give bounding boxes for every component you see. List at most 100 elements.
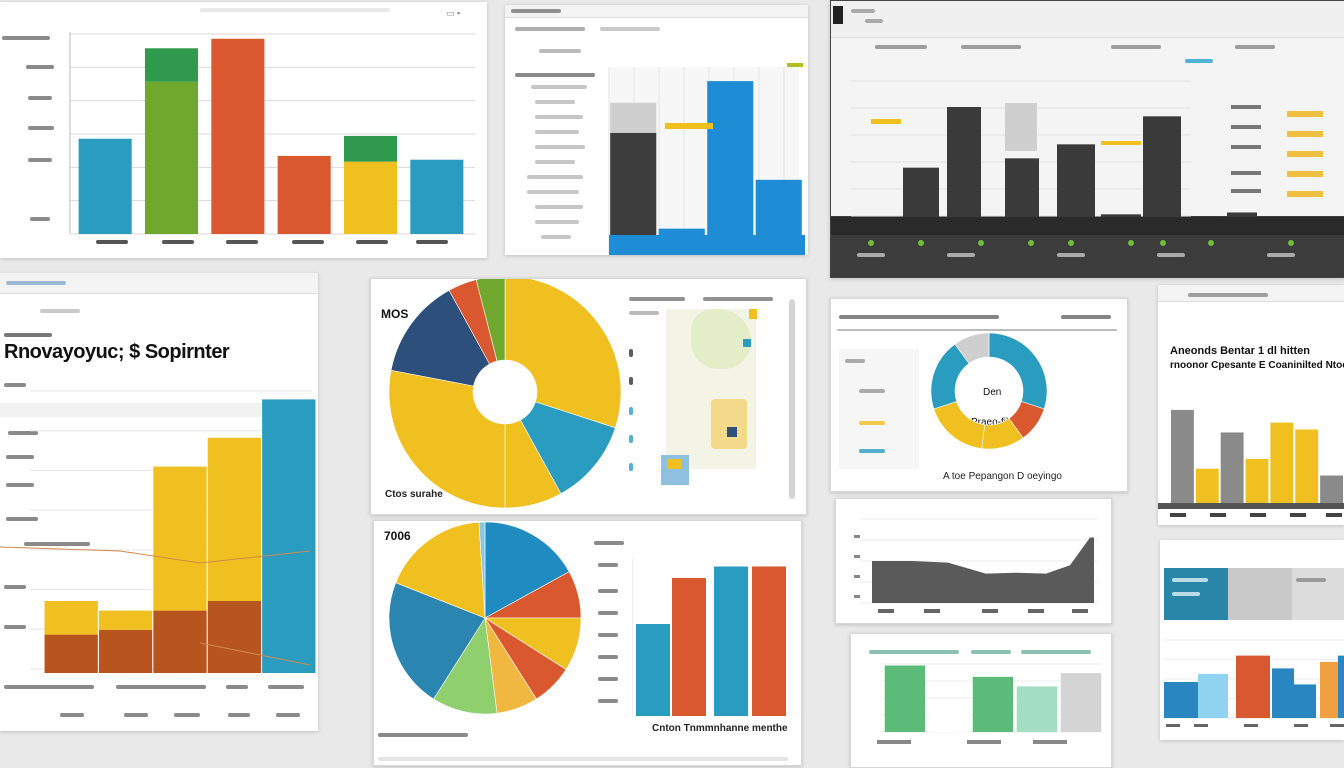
pie-slice (478, 521, 486, 619)
bar (98, 610, 153, 630)
annotation-marker (1101, 141, 1141, 145)
chart-panel-8: Aneonds Bentar 1 dl hitten rnoonor Cpesa… (1158, 285, 1344, 525)
pie-slice (954, 332, 990, 364)
marker-dot (1028, 240, 1034, 246)
x-tick-label (1057, 253, 1085, 257)
donut-center-label: Den (983, 387, 1002, 398)
donut-chart (930, 332, 1048, 450)
pie-caption: Ctos surahe (385, 489, 443, 500)
bar (947, 107, 981, 233)
x-tick-label (1157, 253, 1185, 257)
marker-dot (1160, 240, 1166, 246)
bar (44, 601, 98, 635)
chart-panel-10 (835, 498, 1112, 624)
bar-chart-2 (608, 63, 805, 255)
bar (98, 629, 153, 673)
x-tick-label (1170, 513, 1186, 517)
legend-item (1287, 191, 1323, 197)
pie-slice (395, 521, 486, 619)
x-tick-label (1330, 724, 1344, 727)
legend-item (1287, 131, 1323, 137)
bar (153, 466, 207, 611)
baseline-band (609, 235, 805, 255)
x-tick-label (1210, 513, 1226, 517)
legend-label (1231, 125, 1261, 129)
trend-line (0, 546, 311, 564)
bar-chart-12 (1164, 639, 1344, 727)
bar (207, 601, 262, 673)
bar-chart-1 (69, 32, 475, 244)
legend-label (1231, 171, 1261, 175)
marker-dot (1128, 240, 1134, 246)
panel-title: Rnovayoyuc; $ Sopirnter (4, 341, 230, 363)
x-tick-label (947, 253, 975, 257)
area-series (872, 537, 1094, 603)
pie-label: MOS (381, 307, 409, 321)
pie-slice (504, 279, 622, 429)
chart-panel-2 (505, 5, 808, 255)
x-tick-label (226, 240, 258, 244)
x-tick-label (416, 240, 448, 244)
stacked-bar-chart (0, 390, 316, 673)
scrollbar[interactable] (789, 299, 795, 499)
bar (78, 138, 132, 234)
window-controls-icon[interactable]: ▭ ▪ (446, 8, 461, 18)
chart-panel-4: Rnovayoyuc; $ Sopirnter (0, 273, 318, 731)
bar (636, 624, 670, 716)
pie-slice (484, 521, 570, 619)
x-tick-label (356, 240, 388, 244)
chart-panel-6: 7006 Cnton Tnmmnhanne menthe (373, 520, 802, 766)
x-tick-label (1194, 724, 1208, 727)
x-tick-label (1072, 609, 1088, 613)
chart-panel-3 (830, 0, 1344, 278)
x-tick-label (1250, 513, 1266, 517)
bar (714, 566, 748, 716)
bar (884, 665, 926, 732)
x-tick-label (1244, 724, 1258, 727)
x-tick-label (292, 240, 324, 244)
pie-slice (475, 279, 506, 362)
app-icon (833, 6, 843, 24)
bar-chart-8 (1158, 409, 1344, 517)
bar (1060, 673, 1102, 732)
y-tick-label (854, 535, 860, 538)
x-tick-label (162, 240, 194, 244)
donut-center-value: Praeo-fil (971, 417, 1009, 428)
x-tick-label (878, 609, 894, 613)
bar (1320, 662, 1340, 718)
bar (211, 38, 265, 235)
x-tick-label (96, 240, 128, 244)
bar (1143, 116, 1181, 233)
bar-chart-3 (831, 80, 1344, 257)
pie-slice (388, 582, 486, 700)
bar (1170, 409, 1194, 503)
bar (1338, 655, 1344, 718)
x-tick-label (982, 609, 998, 613)
marker-dot (1208, 240, 1214, 246)
bar (707, 81, 754, 255)
bar (610, 132, 657, 255)
bar (972, 676, 1014, 732)
x-tick-label (1028, 609, 1044, 613)
legend-label (1231, 145, 1261, 149)
pie-slice (388, 369, 506, 509)
bar (343, 135, 398, 162)
bar (144, 81, 199, 234)
marker-dot (1288, 240, 1294, 246)
chart-panel-7: A toe Pepangon D oeyingo Den Praeo-fil (830, 298, 1128, 492)
x-tick-label (1033, 740, 1067, 744)
legend-marker (787, 63, 803, 67)
donut-caption: A toe Pepangon D oeyingo (943, 471, 1062, 482)
bar (672, 578, 706, 716)
trend-line (199, 642, 311, 666)
bar-chart-9 (632, 558, 786, 718)
x-tick-label (1290, 513, 1306, 517)
bar (1245, 458, 1269, 503)
y-tick-label (854, 555, 860, 558)
pie-caption-2: Cnton Tnmmnhanne menthe (652, 723, 788, 734)
pie-slice (988, 332, 1048, 410)
bar (1016, 686, 1058, 732)
bar (1270, 422, 1294, 503)
legend-label (1231, 105, 1261, 109)
marker-dot (918, 240, 924, 246)
